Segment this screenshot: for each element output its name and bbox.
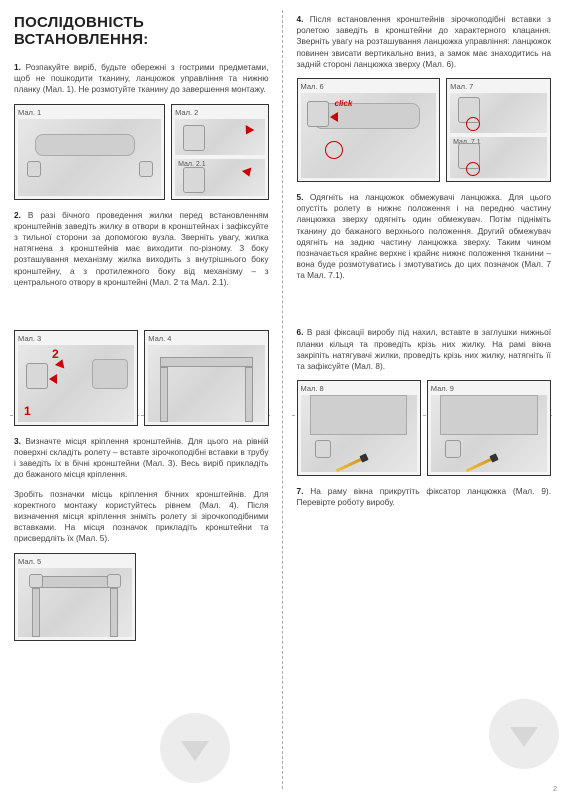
figure-3-art: 1 2 — [18, 345, 134, 422]
step-7-body: На раму вікна прикрутіть фіксатор ланцюж… — [297, 486, 552, 507]
step-7-num: 7. — [297, 486, 304, 496]
step-6-body: В разі фіксації виробу під нахил, вставт… — [297, 327, 552, 371]
figure-6-art: click — [301, 93, 437, 178]
step-2-body: В разі бічного проведення жилки перед вс… — [14, 210, 269, 287]
figure-8: Мал. 8 — [297, 380, 421, 476]
figure-3-caption: Мал. 3 — [18, 334, 134, 343]
step-3a-body: Визначте місця кріплення кронштейнів. Дл… — [14, 436, 269, 480]
figure-4-caption: Мал. 4 — [148, 334, 264, 343]
step-4-num: 4. — [297, 14, 304, 24]
step-5-text: 5. Одягніть на ланцюжок обмежувачі ланцю… — [297, 192, 552, 282]
figure-1-caption: Мал. 1 — [18, 108, 161, 117]
figure-3-num-1: 1 — [24, 404, 31, 418]
step-5-body: Одягніть на ланцюжок обмежувачі ланцюжка… — [297, 192, 552, 280]
figure-6-caption: Мал. 6 — [301, 82, 437, 91]
figure-5-art — [18, 568, 132, 637]
watermark-icon — [160, 713, 230, 783]
step-2-text: 2. В разі бічного проведення жилки перед… — [14, 210, 269, 288]
step-4-body: Після встановлення кронштейнів зірочкопо… — [297, 14, 552, 69]
page-title: ПОСЛІДОВНІСТЬ ВСТАНОВЛЕННЯ: — [14, 14, 269, 48]
figure-2: Мал. 2 Мал. 2.1 — [171, 104, 268, 200]
click-label: click — [335, 99, 353, 108]
figure-9-caption: Мал. 9 — [431, 384, 547, 393]
step-2-num: 2. — [14, 210, 21, 220]
step-3a-text: 3. Визначте місця кріплення кронштейнів.… — [14, 436, 269, 481]
step-3b-body: Зробіть позначки місць кріплення бічних … — [14, 489, 269, 544]
step-1-body: Розпакуйте виріб, будьте обережні з гост… — [14, 62, 269, 94]
fig-row-8-9: Мал. 8 Мал. 9 — [297, 380, 552, 476]
watermark-icon — [489, 699, 559, 769]
fig-row-1-2: Мал. 1 Мал. 2 Мал. 2.1 — [14, 104, 269, 200]
fig-row-6-7: Мал. 6 click Мал. 7 Мал. 7 — [297, 78, 552, 182]
figure-1-art — [18, 119, 161, 196]
step-7-text: 7. На раму вікна прикрутіть фіксатор лан… — [297, 486, 552, 508]
figure-7-art — [450, 93, 547, 134]
page-number: 2 — [553, 786, 557, 793]
step-6-text: 6. В разі фіксації виробу під нахил, вст… — [297, 327, 552, 372]
figure-2-art — [175, 119, 264, 156]
step-5-num: 5. — [297, 192, 304, 202]
figure-5-caption: Мал. 5 — [18, 557, 132, 566]
figure-8-art — [301, 395, 417, 472]
figure-7: Мал. 7 Мал. 7.1 — [446, 78, 551, 182]
step-3-num: 3. — [14, 436, 21, 446]
step-4-text: 4. Після встановлення кронштейнів зірочк… — [297, 14, 552, 70]
step-1-text: 1. Розпакуйте виріб, будьте обережні з г… — [14, 62, 269, 96]
figure-9: Мал. 9 — [427, 380, 551, 476]
figure-3: Мал. 3 1 2 — [14, 330, 138, 426]
figure-9-art — [431, 395, 547, 472]
fig-row-5: Мал. 5 — [14, 553, 269, 641]
right-column: 4. Після встановлення кронштейнів зірочк… — [283, 0, 565, 799]
figure-1: Мал. 1 — [14, 104, 165, 200]
step-1-num: 1. — [14, 62, 21, 72]
figure-4: Мал. 4 — [144, 330, 268, 426]
figure-5: Мал. 5 — [14, 553, 136, 641]
figure-7-1-art: Мал. 7.1 — [450, 137, 547, 178]
figure-4-art — [148, 345, 264, 422]
figure-2-caption: Мал. 2 — [175, 108, 264, 117]
figure-7-caption: Мал. 7 — [450, 82, 547, 91]
figure-8-caption: Мал. 8 — [301, 384, 417, 393]
step-6-num: 6. — [297, 327, 304, 337]
figure-2-1-art: Мал. 2.1 — [175, 159, 264, 196]
page-root: ПОСЛІДОВНІСТЬ ВСТАНОВЛЕННЯ: 1. Розпакуйт… — [0, 0, 565, 799]
figure-6: Мал. 6 click — [297, 78, 441, 182]
step-3b-text: Зробіть позначки місць кріплення бічних … — [14, 489, 269, 545]
left-column: ПОСЛІДОВНІСТЬ ВСТАНОВЛЕННЯ: 1. Розпакуйт… — [0, 0, 283, 799]
fig-row-3-4: Мал. 3 1 2 Мал. 4 — [14, 330, 269, 426]
